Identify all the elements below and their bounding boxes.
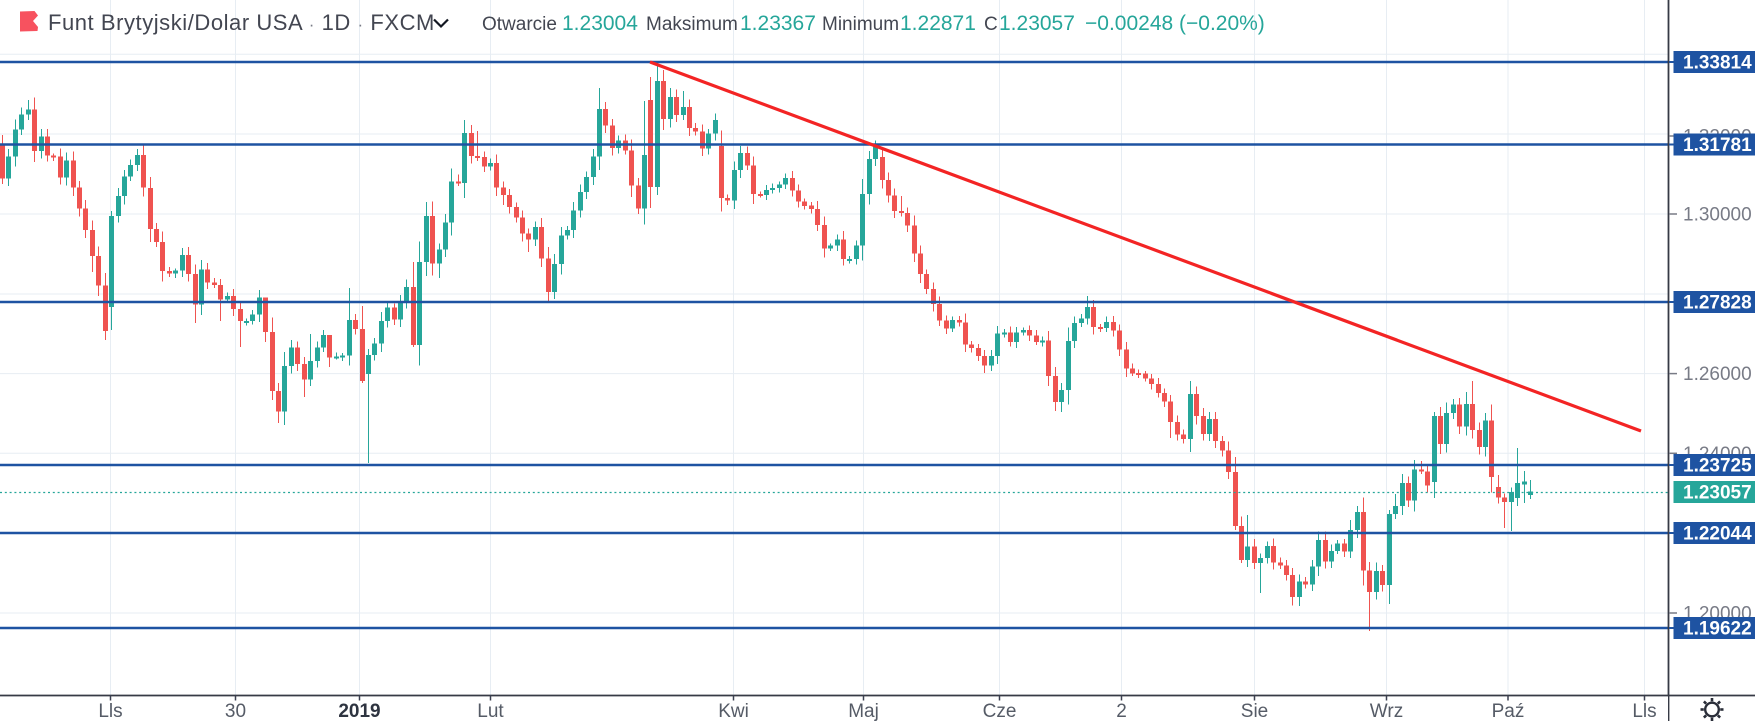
svg-text:1.23057: 1.23057 xyxy=(999,12,1075,35)
svg-text:1.23367: 1.23367 xyxy=(740,12,816,35)
svg-text:C: C xyxy=(984,14,998,35)
svg-text:Otwarcie: Otwarcie xyxy=(482,14,557,35)
svg-text:1.31781: 1.31781 xyxy=(1683,135,1752,156)
svg-text:2019: 2019 xyxy=(338,701,380,721)
svg-text:1.30000: 1.30000 xyxy=(1683,205,1752,226)
svg-text:1.27828: 1.27828 xyxy=(1683,293,1752,314)
svg-text:1.23004: 1.23004 xyxy=(562,12,638,35)
svg-text:1.23725: 1.23725 xyxy=(1683,456,1752,477)
svg-text:1.23057: 1.23057 xyxy=(1683,483,1752,504)
svg-text:1.19622: 1.19622 xyxy=(1683,619,1752,640)
svg-text:Maj: Maj xyxy=(848,701,879,721)
svg-text:Minimum: Minimum xyxy=(822,14,899,35)
svg-text:Kwi: Kwi xyxy=(718,701,749,721)
svg-text:−0.00248 (−0.20%): −0.00248 (−0.20%) xyxy=(1085,12,1265,35)
svg-text:1.22871: 1.22871 xyxy=(900,12,976,35)
svg-text:Wrz: Wrz xyxy=(1370,701,1403,721)
svg-text:Lut: Lut xyxy=(477,701,504,721)
svg-text:Sie: Sie xyxy=(1241,701,1268,721)
svg-text:1.33814: 1.33814 xyxy=(1683,53,1752,74)
svg-text:1.22044: 1.22044 xyxy=(1683,524,1752,545)
svg-text:Funt Brytyjski/Dolar USA · 1D: Funt Brytyjski/Dolar USA · 1D · FXCM xyxy=(48,10,435,35)
svg-text:Lls: Lls xyxy=(98,701,122,721)
svg-text:1.26000: 1.26000 xyxy=(1683,364,1752,385)
svg-text:Lls: Lls xyxy=(1632,701,1656,721)
svg-text:2: 2 xyxy=(1116,701,1127,721)
svg-text:30: 30 xyxy=(225,701,246,721)
svg-text:Maksimum: Maksimum xyxy=(646,14,738,35)
svg-text:Cze: Cze xyxy=(983,701,1017,721)
svg-text:Paź: Paź xyxy=(1492,701,1525,721)
